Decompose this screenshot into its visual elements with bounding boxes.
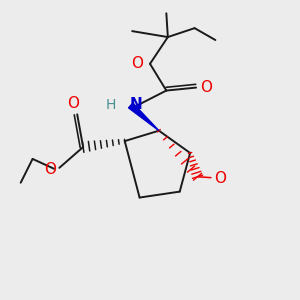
Text: O: O [44, 162, 56, 177]
Polygon shape [128, 103, 159, 131]
Text: O: O [131, 56, 143, 71]
Text: O: O [214, 171, 226, 186]
Text: N: N [129, 97, 142, 112]
Text: O: O [200, 80, 211, 95]
Text: O: O [67, 96, 79, 111]
Text: H: H [105, 98, 116, 112]
